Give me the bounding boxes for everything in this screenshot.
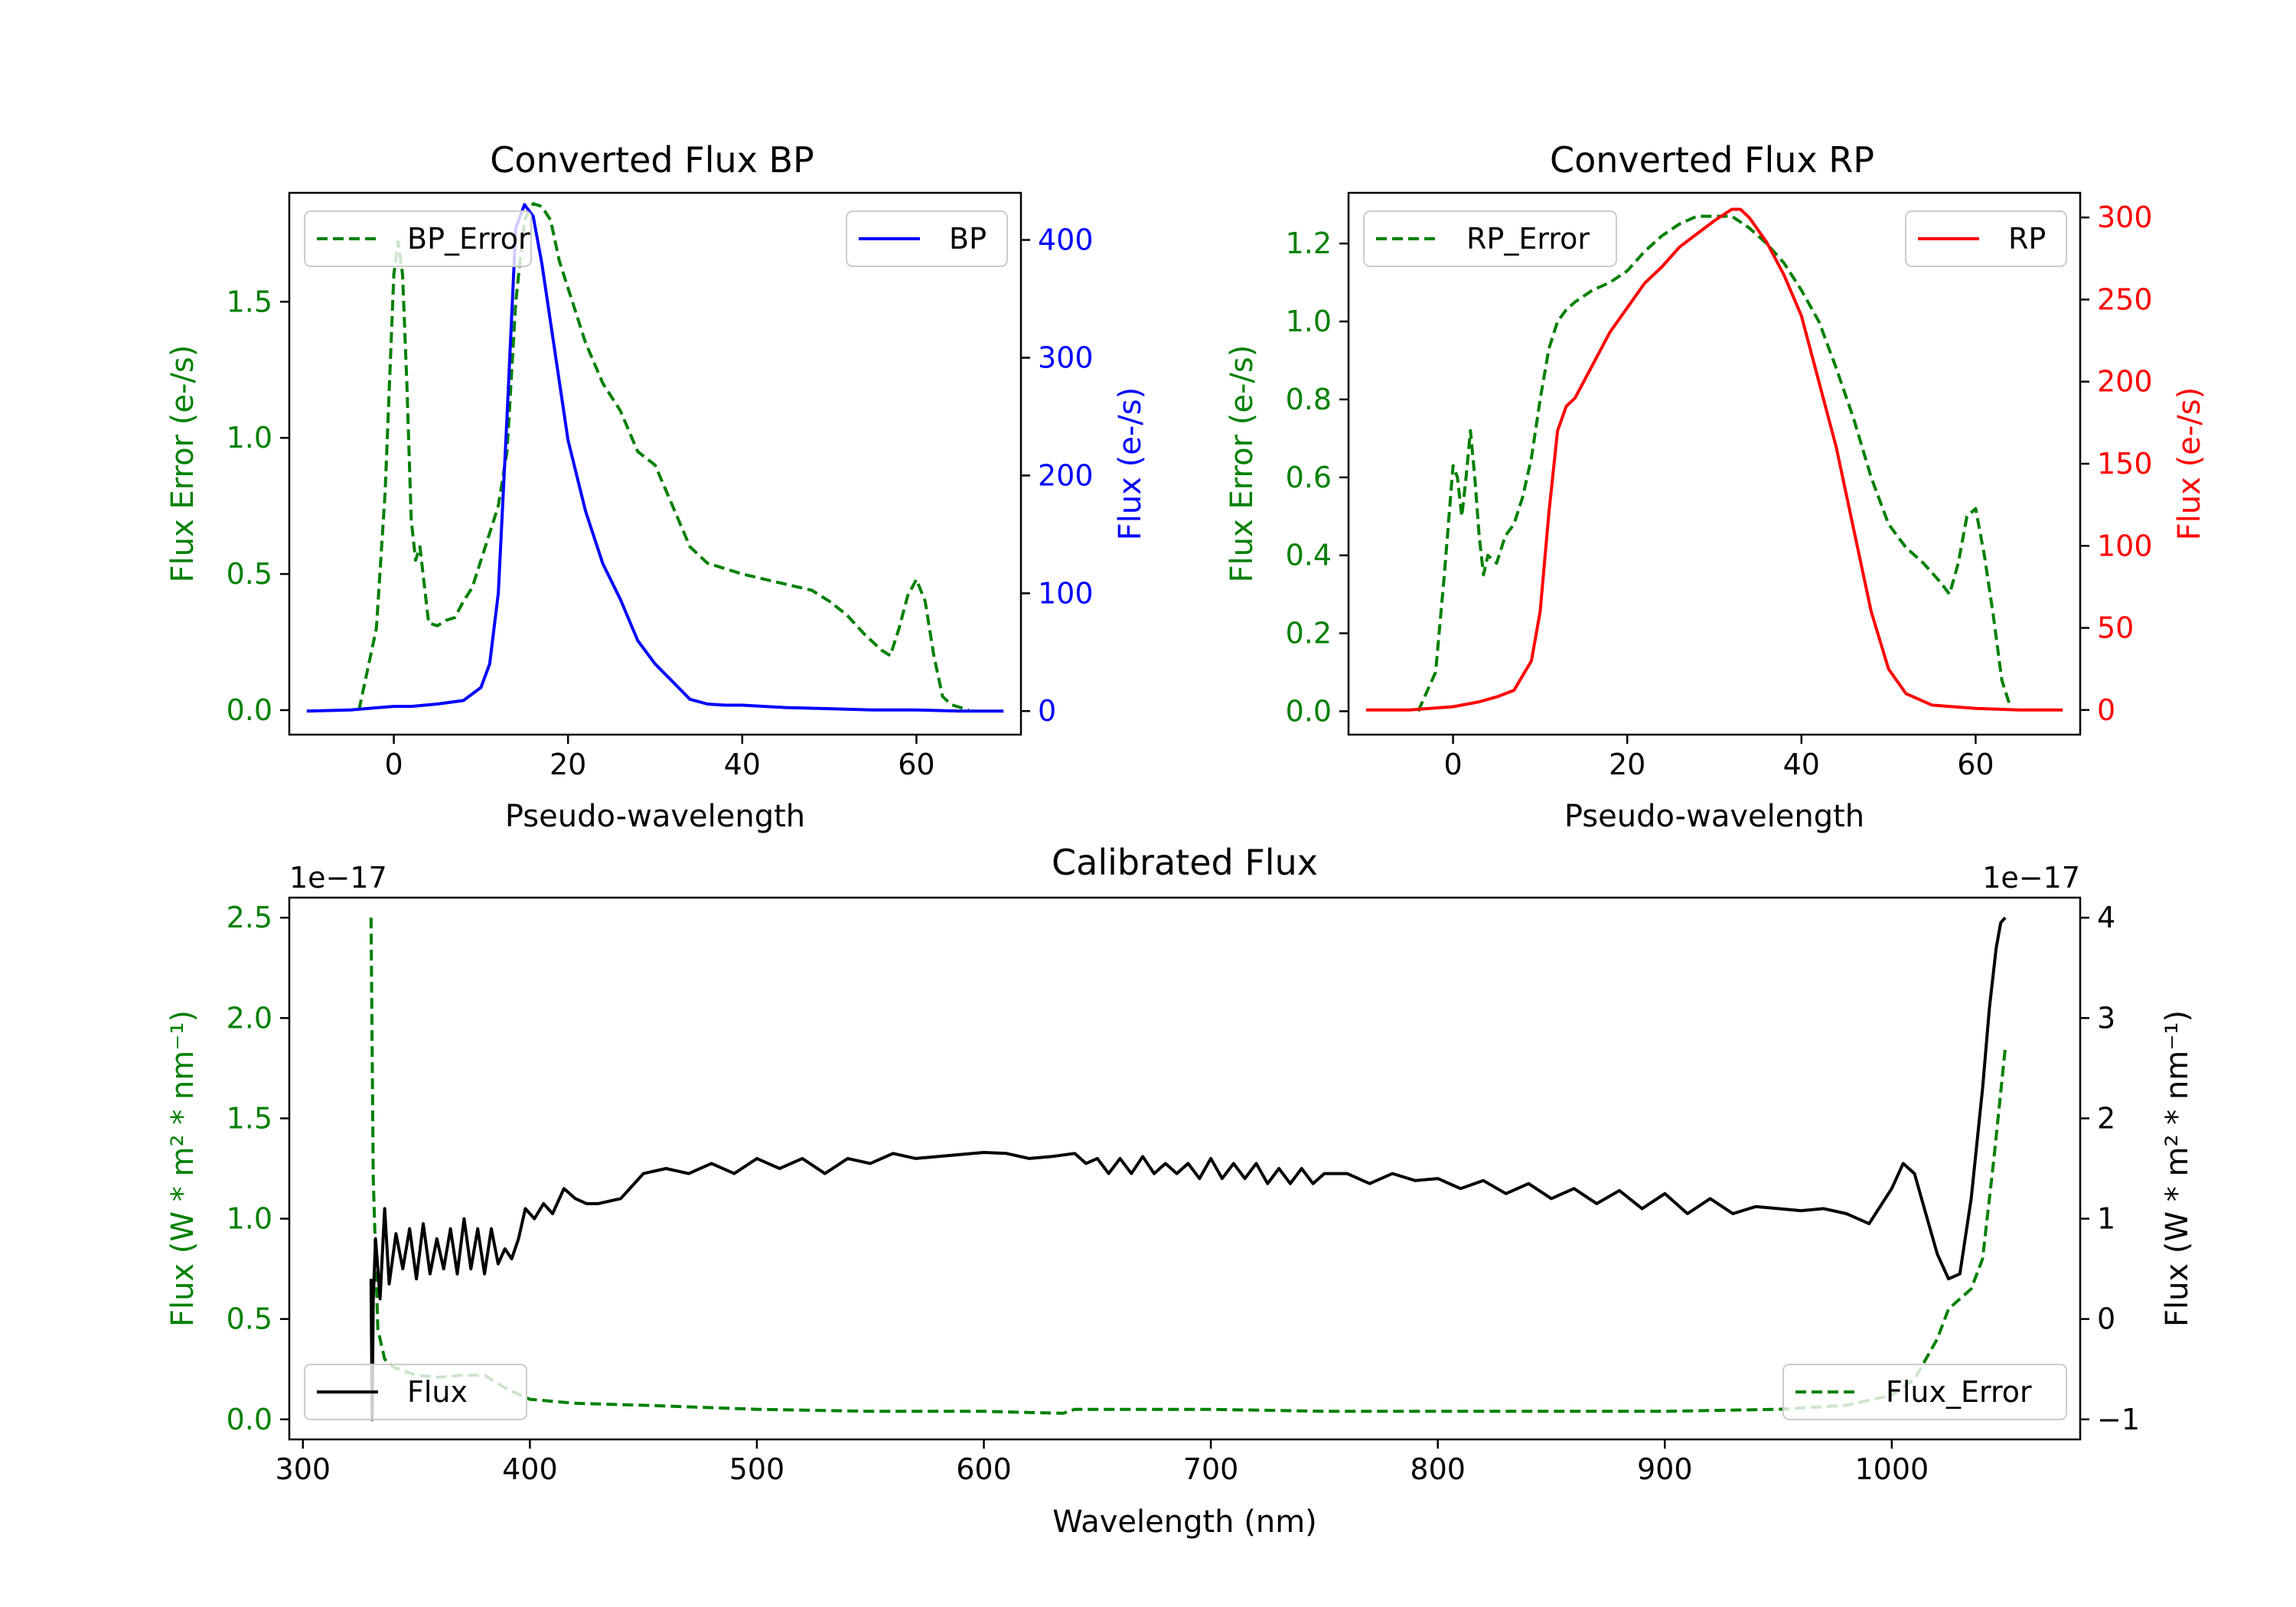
bp-xtick-label: 0 <box>384 748 403 781</box>
rp-xlabel: Pseudo-wavelength <box>1564 799 1864 834</box>
rp-legend-error-label: RP_Error <box>1466 222 1590 256</box>
cal-right-ytick-label: 3 <box>2097 1001 2115 1035</box>
cal-xtick-label: 500 <box>729 1452 785 1486</box>
rp-left-ytick-label: 0.2 <box>1286 617 1332 650</box>
rp-left-ytick-label: 1.2 <box>1286 227 1332 260</box>
rp-right-ytick-label: 250 <box>2097 282 2153 316</box>
cal-legend-error-label: Flux_Error <box>1886 1375 2032 1409</box>
rp-title: Converted Flux RP <box>1550 139 1874 181</box>
bp-xtick-label: 20 <box>550 748 586 781</box>
bp-right-ytick-label: 100 <box>1038 576 1094 610</box>
rp-right-ytick-label: 300 <box>2097 200 2153 234</box>
cal-axes-frame <box>288 896 2082 1441</box>
cal-right-ytick-label: 0 <box>2097 1302 2115 1336</box>
bp-left-ylabel: Flux Error (e-/s) <box>165 345 201 583</box>
bp-axes-frame <box>288 191 1022 736</box>
cal-left-ytick-label: 2.0 <box>227 1001 272 1035</box>
cal-legend-flux-label: Flux <box>407 1375 468 1409</box>
bp-title: Converted Flux BP <box>490 139 814 181</box>
cal-left-ytick-label: 2.5 <box>227 901 272 934</box>
cal-xtick-label: 1000 <box>1854 1452 1929 1486</box>
cal-xtick-label: 400 <box>502 1452 558 1486</box>
bp-left-ytick-label: 0.5 <box>227 557 272 591</box>
bp-legend-flux-label: BP <box>949 222 987 256</box>
cal-left-ytick-label: 0.0 <box>227 1403 272 1436</box>
rp-left-ytick-label: 0.4 <box>1286 539 1332 572</box>
rp-legend-flux: RP <box>1905 210 2067 267</box>
rp-left-ytick-label: 0.0 <box>1286 694 1332 728</box>
cal-series-flux <box>369 916 2007 1421</box>
rp-xtick-label: 60 <box>1957 748 1994 781</box>
rp-right-ytick-label: 200 <box>2097 365 2153 399</box>
rp-right-ytick-label: 50 <box>2097 611 2134 645</box>
rp-xtick-label: 0 <box>1443 748 1462 781</box>
cal-xlabel: Wavelength (nm) <box>1052 1504 1317 1540</box>
cal-right-ytick-label: 1 <box>2097 1202 2115 1236</box>
rp-left-ytick-label: 1.0 <box>1286 305 1332 338</box>
bp-left-ytick-label: 1.0 <box>227 421 272 455</box>
cal-xtick-label: 800 <box>1410 1452 1466 1486</box>
bp-left-ytick-label: 1.5 <box>227 285 272 318</box>
bp-right-ytick-label: 0 <box>1038 694 1056 728</box>
cal-left-offset-text: 1e−17 <box>289 861 387 895</box>
cal-title: Calibrated Flux <box>1052 842 1318 883</box>
bp-xtick-label: 40 <box>724 748 761 781</box>
cal-legend-error: Flux_Error <box>1782 1364 2067 1420</box>
bp-series-bp-error <box>357 202 970 712</box>
bp-left-ytick-label: 0.0 <box>227 693 272 727</box>
cal-left-ytick-label: 0.5 <box>227 1302 272 1336</box>
panel-calibrated: Calibrated Flux 1e−17 1e−17 300 400 500 600… <box>165 842 2195 1540</box>
bp-series-bp <box>306 203 1004 713</box>
bp-legend-error: BP_Error <box>304 210 532 267</box>
rp-left-ylabel: Flux Error (e-/s) <box>1225 345 1260 583</box>
cal-xtick-label: 600 <box>956 1452 1012 1486</box>
bp-xtick-label: 60 <box>898 748 934 781</box>
bp-legend-flux: BP <box>846 210 1008 267</box>
bp-right-ytick-label: 400 <box>1038 223 1094 257</box>
cal-xtick-label: 700 <box>1183 1452 1239 1486</box>
rp-legend-flux-label: RP <box>2008 222 2046 256</box>
bp-xlabel: Pseudo-wavelength <box>505 799 805 834</box>
rp-series-rp <box>1365 207 2063 712</box>
rp-xtick-label: 40 <box>1783 748 1820 781</box>
rp-right-ytick-label: 0 <box>2097 693 2115 727</box>
cal-legend-flux: Flux <box>304 1364 527 1420</box>
bp-right-ytick-label: 300 <box>1038 341 1094 374</box>
bp-right-ylabel: Flux (e-/s) <box>1113 387 1148 540</box>
rp-right-ytick-label: 100 <box>2097 529 2153 562</box>
rp-series-rp-error <box>1417 214 2012 712</box>
rp-xtick-label: 20 <box>1609 748 1645 781</box>
cal-xtick-label: 900 <box>1637 1452 1693 1486</box>
cal-left-ytick-label: 1.0 <box>227 1202 272 1236</box>
rp-legend-error: RP_Error <box>1363 210 1617 267</box>
cal-right-offset-text: 1e−17 <box>1982 861 2080 895</box>
cal-right-ytick-label: −1 <box>2097 1403 2140 1436</box>
bp-right-ytick-label: 200 <box>1038 458 1094 492</box>
rp-left-ytick-label: 0.6 <box>1286 461 1332 494</box>
cal-right-ytick-label: 2 <box>2097 1101 2115 1135</box>
rp-right-ytick-label: 150 <box>2097 447 2153 481</box>
cal-left-ylabel: Flux (W * m² * nm⁻¹) <box>165 1010 201 1327</box>
cal-left-ytick-label: 1.5 <box>227 1101 272 1135</box>
panel-rp: Converted Flux RP 0 20 40 60 0.0 0.2 0.4 0.6 0.… <box>1225 139 2207 834</box>
rp-right-ylabel: Flux (e-/s) <box>2172 387 2207 540</box>
rp-left-ytick-label: 0.8 <box>1286 383 1332 416</box>
panel-bp: Converted Flux BP 0 20 40 60 0.0 0.5 1.0 1.5 0… <box>165 139 1148 834</box>
cal-xtick-label: 300 <box>276 1452 331 1486</box>
cal-right-ylabel: Flux (W * m² * nm⁻¹) <box>2160 1010 2195 1327</box>
cal-right-ytick-label: 4 <box>2097 901 2115 934</box>
bp-legend-error-label: BP_Error <box>407 222 530 256</box>
